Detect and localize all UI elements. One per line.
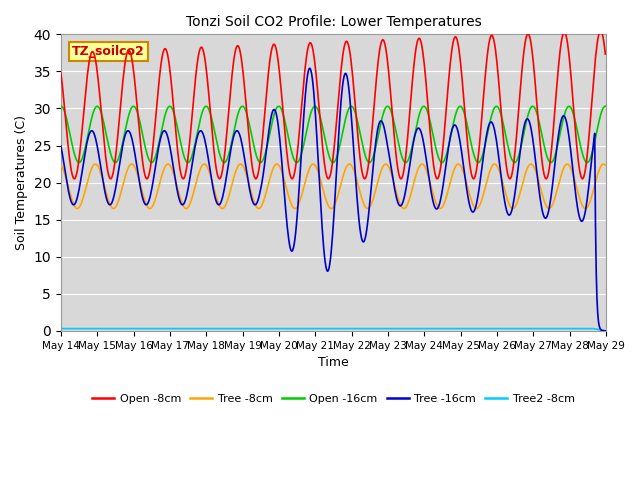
Title: Tonzi Soil CO2 Profile: Lower Temperatures: Tonzi Soil CO2 Profile: Lower Temperatur… — [186, 15, 481, 29]
Legend: Open -8cm, Tree -8cm, Open -16cm, Tree -16cm, Tree2 -8cm: Open -8cm, Tree -8cm, Open -16cm, Tree -… — [88, 390, 579, 408]
Y-axis label: Soil Temperatures (C): Soil Temperatures (C) — [15, 115, 28, 250]
X-axis label: Time: Time — [318, 356, 349, 369]
Text: TZ_soilco2: TZ_soilco2 — [72, 45, 145, 58]
